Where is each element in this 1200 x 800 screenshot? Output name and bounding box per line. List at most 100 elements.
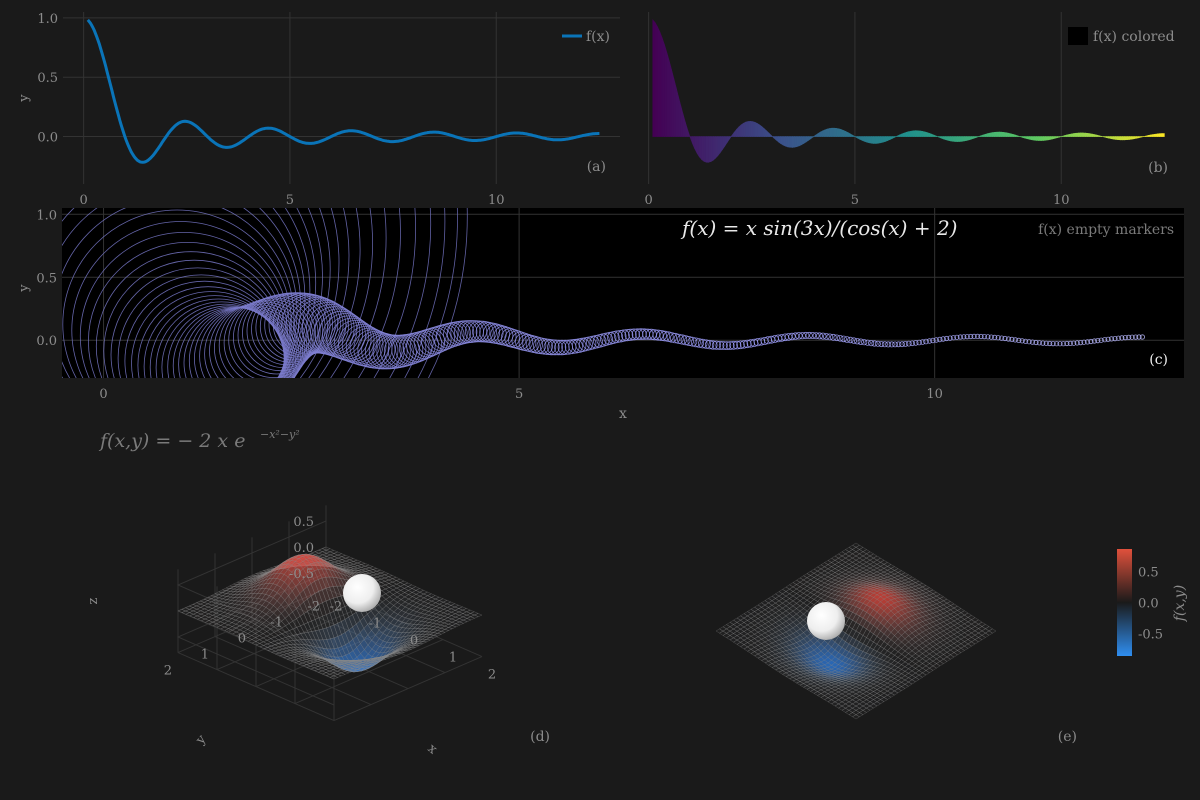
panel-d-surface-patch bbox=[210, 593, 220, 597]
panel-b-area-segment bbox=[726, 136, 730, 144]
panel-b-area-segment bbox=[773, 136, 777, 141]
panel-d-surface-patch bbox=[241, 590, 251, 595]
panel-b-area-segment bbox=[1050, 136, 1054, 140]
panel-b-area-segment bbox=[722, 136, 726, 151]
panel-d-surface-patch bbox=[316, 655, 325, 659]
panel-d-surface-patch bbox=[386, 615, 395, 624]
panel-d-surface-patch bbox=[254, 609, 263, 616]
panel-b-area-segment bbox=[1029, 136, 1033, 141]
panel-d-surface-patch bbox=[233, 588, 243, 593]
panel-d-surface-patch bbox=[374, 612, 383, 622]
panel-a-series bbox=[86, 18, 600, 164]
panel-d-surface-patch bbox=[354, 570, 362, 573]
panel-b-area-segment bbox=[687, 129, 691, 137]
panel-d-surface-patch bbox=[336, 566, 344, 573]
panel-b-area-segment bbox=[745, 121, 749, 137]
panel-d-surface-patch bbox=[307, 608, 316, 622]
panel-c-marker bbox=[457, 320, 481, 344]
panel-d-surface-patch bbox=[381, 588, 390, 595]
panel-b-area-segment bbox=[1036, 136, 1040, 141]
panel-d-surface-patch bbox=[294, 661, 304, 665]
panel-d-surface-patch bbox=[301, 654, 310, 658]
panel-b-area-segment bbox=[671, 68, 674, 137]
panel-d-surface-patch bbox=[225, 585, 235, 589]
panel-b-area-segment bbox=[1161, 133, 1165, 137]
panel-d-surface-patch bbox=[304, 650, 313, 655]
panel-d-surface-patch bbox=[446, 608, 456, 613]
panel-c-marker bbox=[564, 339, 580, 355]
panel-d-surface-patch bbox=[256, 575, 265, 581]
panel-d-surface-patch bbox=[398, 635, 408, 642]
panel-d-surface-patch bbox=[282, 653, 292, 657]
panel-d-surface-patch bbox=[196, 617, 206, 622]
panel-b-area-segment bbox=[910, 130, 914, 137]
panel-c-background bbox=[62, 208, 1184, 378]
panel-d-surface-patch bbox=[392, 587, 402, 593]
panel-c-label: (c) bbox=[1149, 352, 1168, 368]
panel-d-surface-patch bbox=[307, 620, 316, 632]
panel-d-surface-patch bbox=[381, 584, 390, 590]
panel-d-surface-patch bbox=[230, 597, 240, 601]
panel-b-area-segment bbox=[1115, 136, 1119, 140]
panel-d-surface-patch bbox=[372, 573, 382, 578]
panel-d-surface-patch bbox=[237, 588, 247, 593]
panel-c-marker bbox=[1074, 340, 1080, 346]
panel-d-surface-patch bbox=[362, 660, 370, 664]
panel-b-area-segment bbox=[1078, 132, 1081, 137]
panel-d-surface-patch bbox=[309, 656, 318, 659]
panel-b-area-segment bbox=[978, 135, 981, 138]
panel-c-marker bbox=[812, 332, 820, 340]
panel-c-marker bbox=[1091, 338, 1098, 344]
panel-c-marker bbox=[1026, 339, 1032, 345]
panel-d-surface-patch bbox=[232, 581, 242, 585]
panel-d-surface-patch bbox=[409, 628, 419, 633]
panel-d-surface-patch bbox=[247, 631, 256, 636]
panel-c-marker bbox=[950, 335, 957, 341]
panel-b-area-segment bbox=[1085, 132, 1088, 137]
panel-b-area-segment bbox=[738, 124, 742, 137]
panel-d-surface-patch bbox=[253, 593, 263, 599]
panel-c-marker bbox=[1054, 341, 1060, 347]
panel-d-surface-patch bbox=[359, 617, 368, 629]
panel-b-area-segment bbox=[703, 136, 707, 163]
panel-b-area-segment bbox=[964, 136, 968, 142]
panel-c-marker bbox=[628, 328, 640, 341]
panel-d-surface-patch bbox=[247, 639, 257, 644]
panel-d-surface-patch bbox=[369, 661, 378, 666]
panel-d-surface-patch bbox=[270, 636, 279, 642]
panel-b-area-segment bbox=[719, 136, 723, 154]
panel-d-surface-patch bbox=[249, 588, 259, 595]
panel-c-xtick-label: 10 bbox=[926, 387, 943, 402]
panel-d-surface-patch bbox=[243, 629, 253, 634]
panel-d-surface-patch bbox=[247, 635, 257, 640]
panel-d-surface-patch bbox=[390, 631, 399, 638]
panel-d-surface-patch bbox=[411, 594, 421, 599]
panel-d-surface-patch bbox=[234, 612, 244, 618]
panel-d-surface-patch bbox=[397, 616, 407, 623]
panel-d-surface-patch bbox=[416, 608, 426, 614]
panel-b-area-segment bbox=[840, 129, 844, 137]
panel-d-surface-patch bbox=[206, 595, 216, 599]
panel-d-surface-patch bbox=[222, 602, 232, 607]
panel-d-surface-patch bbox=[443, 613, 453, 618]
panel-d-surface-patch bbox=[301, 659, 311, 663]
panel-d-surface-patch bbox=[210, 596, 220, 601]
panel-d-surface-patch bbox=[319, 655, 328, 662]
panel-d-surface-patch bbox=[265, 588, 274, 596]
panel-d-surface-patch bbox=[320, 657, 329, 660]
panel-d-surface-patch bbox=[340, 660, 348, 662]
panel-c-marker bbox=[829, 333, 837, 341]
panel-c-marker bbox=[1019, 338, 1025, 344]
panel-d-surface-patch bbox=[331, 662, 340, 666]
panel-d-surface-patch bbox=[269, 605, 278, 614]
panel-b-area-segment bbox=[710, 136, 714, 163]
panel-d-surface-patch bbox=[393, 596, 402, 603]
panel-d-surface-patch bbox=[262, 635, 272, 641]
panel-d-surface-patch bbox=[223, 605, 232, 611]
panel-b-area-segment bbox=[691, 136, 695, 149]
panel-d-surface-patch bbox=[402, 637, 411, 644]
panel-d-surface-patch bbox=[416, 612, 426, 618]
panel-d-surface-patch bbox=[328, 659, 336, 662]
panel-d-surface-patch bbox=[241, 583, 250, 588]
panel-d-surface-patch bbox=[309, 659, 319, 663]
